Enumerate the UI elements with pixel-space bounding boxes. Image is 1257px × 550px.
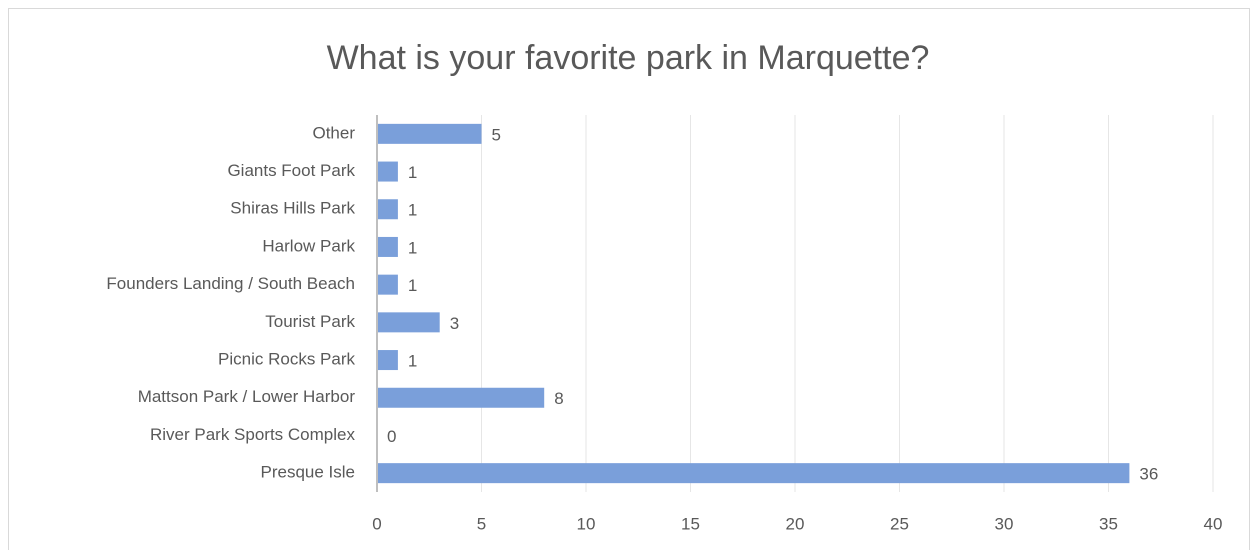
data-label: 1	[408, 352, 417, 371]
data-label: 1	[408, 238, 417, 257]
chart-border	[8, 8, 1250, 550]
y-tick-label: Other	[312, 123, 355, 142]
y-tick-label: Shiras Hills Park	[230, 199, 355, 218]
data-label: 36	[1139, 465, 1158, 484]
y-tick-label: Picnic Rocks Park	[218, 350, 355, 369]
x-tick-label: 25	[890, 514, 909, 533]
bar	[377, 161, 398, 182]
x-tick-label: 30	[995, 514, 1014, 533]
x-tick-label: 20	[786, 514, 805, 533]
bar	[377, 312, 440, 333]
bar	[377, 274, 398, 295]
y-tick-label: Harlow Park	[262, 236, 355, 255]
bar	[377, 350, 398, 371]
y-tick-label: Mattson Park / Lower Harbor	[138, 387, 356, 406]
x-tick-label: 15	[681, 514, 700, 533]
data-label: 5	[492, 125, 501, 144]
data-label: 1	[408, 201, 417, 220]
data-label: 0	[387, 427, 396, 446]
bar	[377, 199, 398, 220]
y-tick-label: River Park Sports Complex	[150, 425, 356, 444]
x-tick-label: 0	[372, 514, 381, 533]
chart-title: What is your favorite park in Marquette?	[327, 39, 930, 77]
y-tick-label: Founders Landing / South Beach	[106, 274, 355, 293]
y-tick-label: Presque Isle	[261, 463, 356, 482]
x-tick-label: 10	[577, 514, 596, 533]
data-label: 3	[450, 314, 459, 333]
x-tick-label: 40	[1204, 514, 1223, 533]
x-tick-label: 5	[477, 514, 486, 533]
data-label: 1	[408, 163, 417, 182]
data-label: 8	[554, 389, 563, 408]
bar	[377, 236, 398, 257]
bar	[377, 387, 545, 408]
x-tick-label: 35	[1099, 514, 1118, 533]
y-tick-label: Giants Foot Park	[227, 161, 355, 180]
bar	[377, 463, 1130, 484]
data-label: 1	[408, 276, 417, 295]
y-tick-label: Tourist Park	[265, 312, 355, 331]
bar	[377, 123, 482, 144]
